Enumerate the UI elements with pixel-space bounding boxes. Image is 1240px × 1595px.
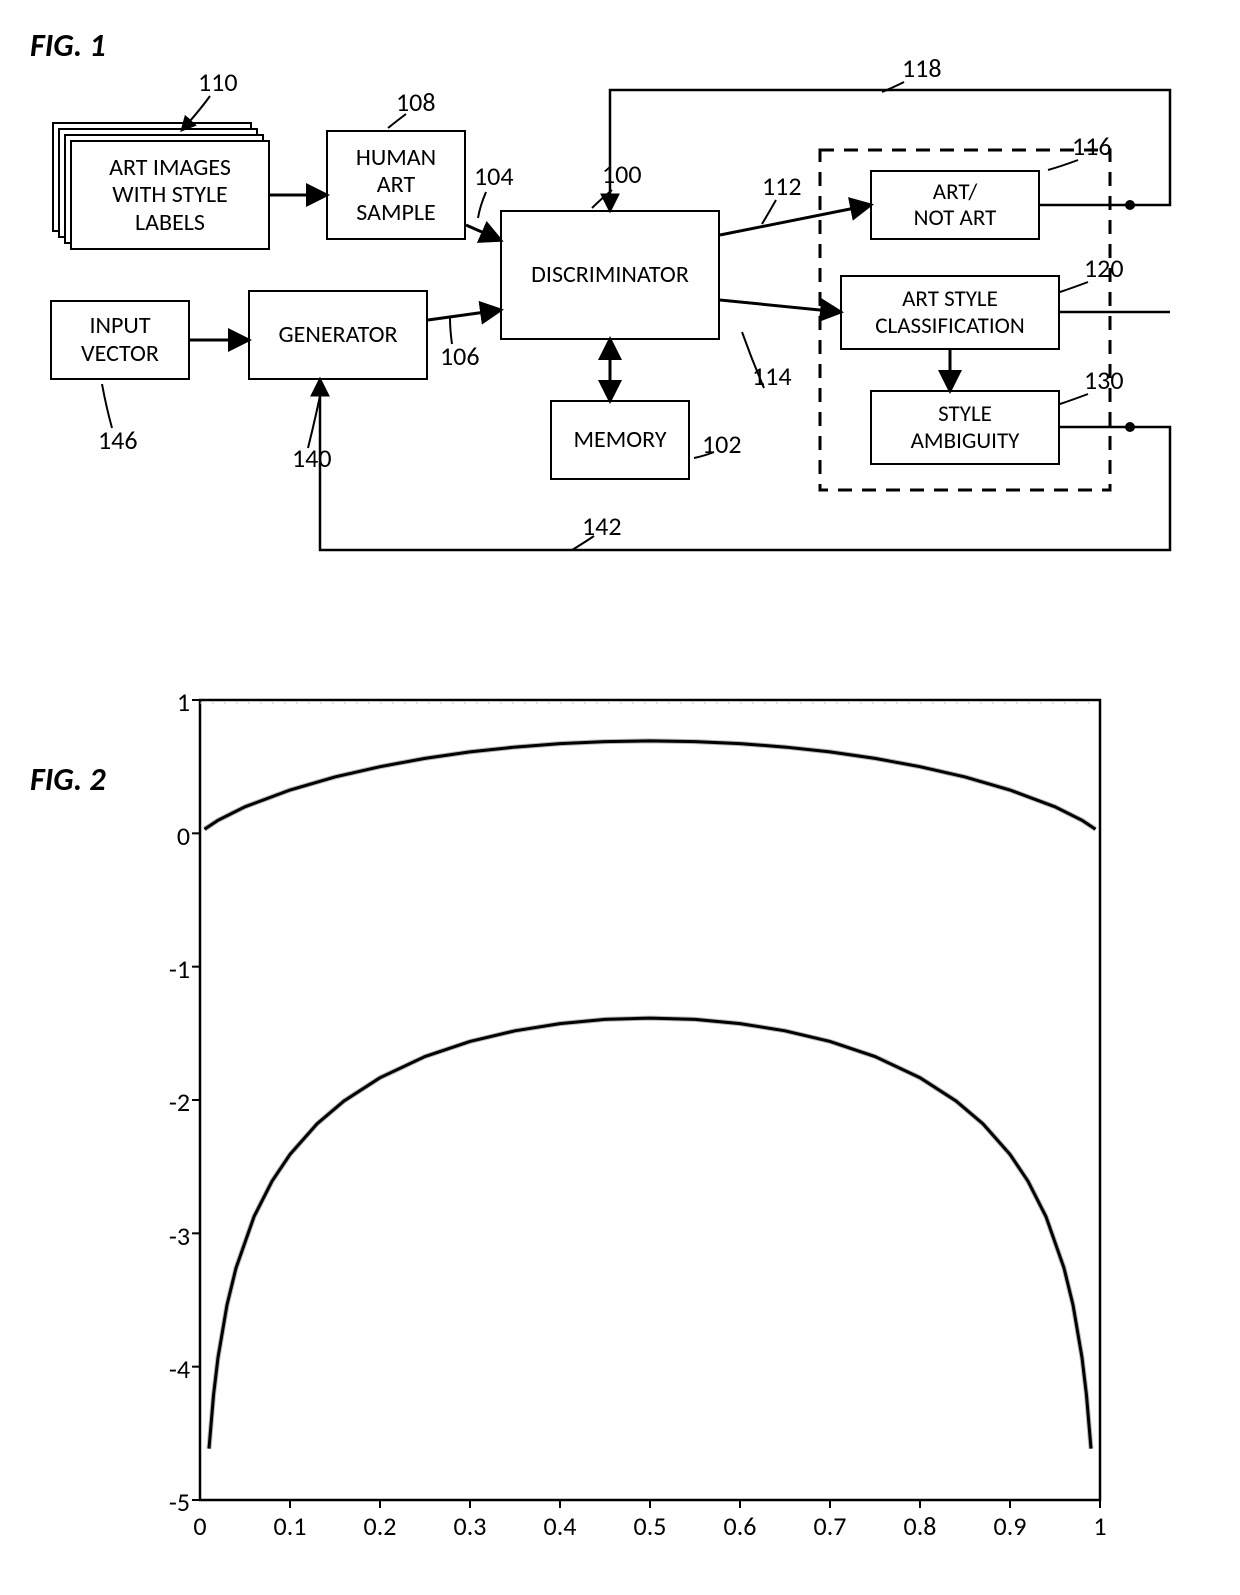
ref-106: 106 bbox=[440, 340, 480, 372]
feedback-bottom bbox=[320, 380, 1170, 550]
fig2-ytick-n5: -5 bbox=[140, 1486, 190, 1518]
node-dot-top bbox=[1125, 200, 1135, 210]
fig2-xtick-0: 0 bbox=[186, 1510, 214, 1542]
ref-104: 104 bbox=[474, 160, 514, 192]
fig2-xtick-03: 0.3 bbox=[448, 1510, 492, 1542]
fig2-curve-upper-shadow bbox=[205, 741, 1096, 829]
ref-142: 142 bbox=[582, 510, 622, 542]
fig2-ytick-n3: -3 bbox=[140, 1220, 190, 1252]
fig2-curve-lower bbox=[209, 1018, 1091, 1449]
fig2-ytick-1: 1 bbox=[150, 686, 190, 718]
fig2-xtick-08: 0.8 bbox=[898, 1510, 942, 1542]
ref-108: 108 bbox=[396, 86, 436, 118]
ref-116: 116 bbox=[1072, 130, 1112, 162]
fig2-curve-upper bbox=[205, 741, 1096, 829]
arrow-discriminator-to-artstyle bbox=[720, 300, 840, 312]
arrow-discriminator-to-artnotart bbox=[720, 205, 870, 235]
ref-130: 130 bbox=[1084, 364, 1124, 396]
fig2-xtick-07: 0.7 bbox=[808, 1510, 852, 1542]
fig2-chart bbox=[192, 700, 1100, 1508]
ref-114: 114 bbox=[752, 360, 792, 392]
fig2-ytick-n1: -1 bbox=[140, 953, 190, 985]
leader-104 bbox=[478, 192, 486, 218]
fig2-xtick-05: 0.5 bbox=[628, 1510, 672, 1542]
arrow-humanart-to-discriminator bbox=[466, 225, 500, 240]
fig2-xtick-10: 1 bbox=[1078, 1510, 1122, 1542]
leader-112 bbox=[762, 200, 776, 224]
fig2-xtick-01: 0.1 bbox=[268, 1510, 312, 1542]
fig2-xtick-09: 0.9 bbox=[988, 1510, 1032, 1542]
fig2-ytick-0: 0 bbox=[150, 820, 190, 852]
fig2-xtick-06: 0.6 bbox=[718, 1510, 762, 1542]
ref-120: 120 bbox=[1084, 252, 1124, 284]
fig2-ytick-n2: -2 bbox=[140, 1086, 190, 1118]
ref-112: 112 bbox=[762, 170, 802, 202]
ref-118: 118 bbox=[902, 52, 942, 84]
ref-102: 102 bbox=[702, 428, 742, 460]
ref-100: 100 bbox=[602, 158, 642, 190]
fig2-curve-lower-shadow bbox=[209, 1018, 1091, 1449]
fig2-xtick-04: 0.4 bbox=[538, 1510, 582, 1542]
ref-140: 140 bbox=[292, 442, 332, 474]
dashed-group-box bbox=[820, 150, 1110, 490]
ref-110: 110 bbox=[198, 66, 238, 98]
fig2-xtick-02: 0.2 bbox=[358, 1510, 402, 1542]
ref-146: 146 bbox=[98, 424, 138, 456]
leader-146 bbox=[102, 384, 112, 428]
leader-110 bbox=[182, 96, 210, 130]
node-dot-bottom bbox=[1125, 422, 1135, 432]
fig2-ytick-n4: -4 bbox=[140, 1353, 190, 1385]
arrow-generator-to-discriminator bbox=[428, 310, 500, 320]
